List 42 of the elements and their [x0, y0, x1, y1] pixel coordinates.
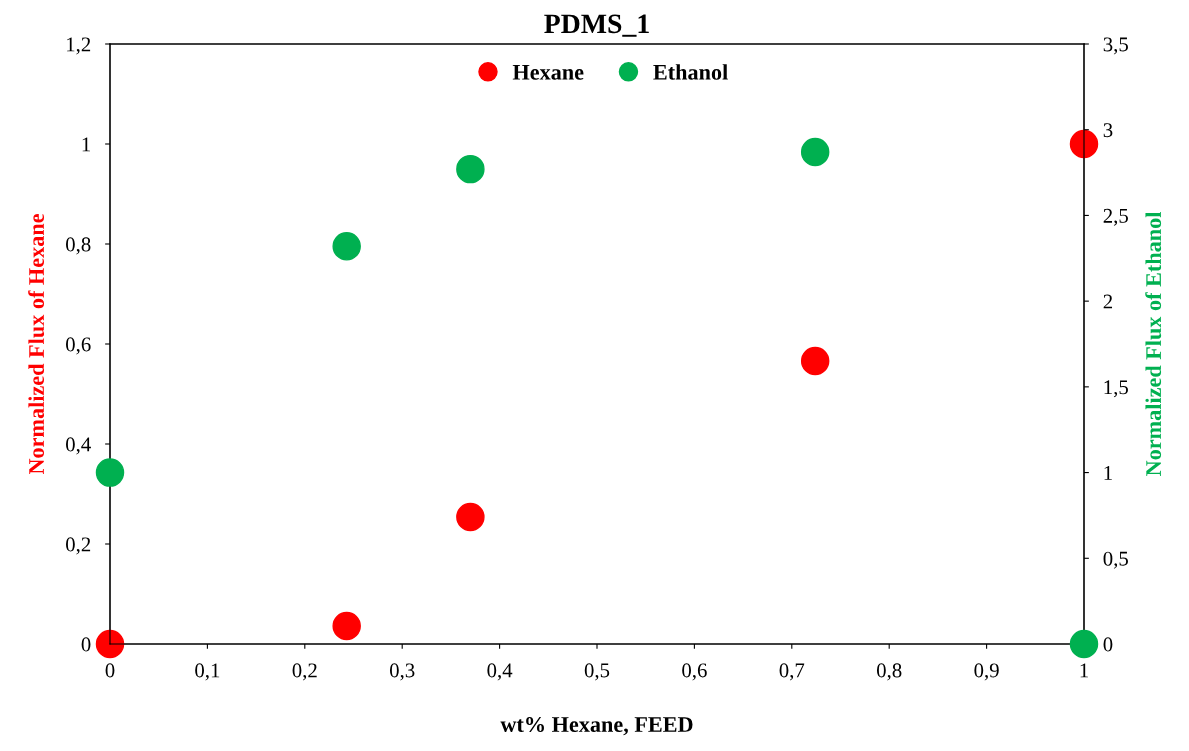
y2-tick-label: 0	[1103, 637, 1113, 652]
y2-tick-label: 0,5	[1103, 551, 1128, 569]
y2-tick-label: 3	[1103, 123, 1113, 138]
y2-tick-label: 3,5	[1103, 37, 1128, 55]
y-tick-label: 0,6	[66, 337, 91, 355]
y-tick-label: 0	[81, 637, 91, 652]
x-tick-label: 0,6	[682, 663, 707, 681]
x-tick-label: 0,5	[584, 663, 610, 681]
y2-tick-label: 2,5	[1103, 208, 1128, 226]
x-tick-label: 0,3	[389, 663, 415, 681]
y-tick-label: 0,2	[66, 537, 91, 555]
x-tick-label: 1	[1080, 663, 1088, 678]
point	[1069, 129, 1099, 159]
x-tick-label: 0,8	[876, 663, 902, 681]
point	[95, 458, 125, 487]
y-tick-label: 0,8	[66, 237, 91, 255]
point	[1069, 629, 1099, 659]
point	[332, 232, 361, 261]
point	[95, 629, 125, 659]
x-tick-label: 0,1	[195, 663, 220, 681]
x-axis-title: wt% Hexane, FEED	[500, 717, 693, 736]
y2-tick-label: 1,5	[1104, 380, 1128, 398]
legend-label: Ethanol	[653, 64, 728, 80]
x-tick-label: 0,7	[779, 663, 805, 681]
y2-tick-label: 2	[1103, 294, 1113, 309]
point	[800, 346, 830, 376]
legend-label: Hexane	[512, 65, 584, 80]
x-tick-label: 0,9	[974, 663, 999, 681]
y2-tick-label: 1	[1104, 466, 1112, 480]
x-tick-label: 0	[105, 663, 115, 678]
point	[332, 611, 361, 641]
point	[456, 154, 485, 184]
y-axis-title: Normalized Flux of Hexane	[28, 214, 45, 475]
x-tick-label: 0,4	[487, 663, 513, 681]
y-tick-label: 1,2	[67, 37, 91, 55]
point	[456, 502, 485, 532]
y-tick-label: 1	[82, 137, 90, 152]
point	[800, 137, 830, 167]
y-tick-label: 0,4	[66, 437, 91, 455]
x-tick-label: 0,2	[292, 663, 317, 681]
y2-axis-title: Normalized Flux of Ethanol	[1145, 211, 1162, 476]
chart-title: PDMS_1	[544, 14, 649, 37]
